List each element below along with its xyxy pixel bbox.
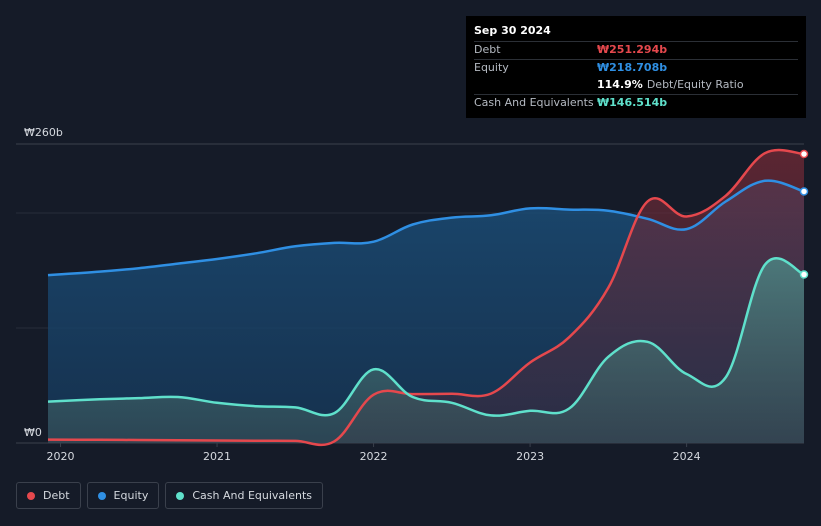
legend-label: Debt — [43, 489, 70, 502]
debt-line — [47, 148, 805, 447]
tooltip-row-ratio: 114.9% Debt/Equity Ratio — [474, 77, 798, 94]
cash-area — [48, 258, 804, 443]
legend-item-debt[interactable]: Debt — [16, 482, 81, 509]
tooltip-debt-value: ₩251.294b — [597, 43, 668, 56]
tooltip-row-cash: Cash And Equivalents ₩146.514b — [474, 94, 798, 112]
legend-label: Cash And Equivalents — [192, 489, 312, 502]
tooltip-cash-value: ₩146.514b — [597, 96, 668, 109]
legend-item-equity[interactable]: Equity — [86, 482, 160, 509]
x-tick-label: 2023 — [516, 450, 544, 463]
tooltip-date: Sep 30 2024 — [474, 24, 551, 37]
tooltip-ratio-value: 114.9% — [597, 78, 643, 91]
equity-endpoint — [799, 187, 809, 196]
y-tick-label: ₩0 — [24, 426, 42, 439]
tooltip-label — [474, 77, 597, 94]
debt-endpoint — [799, 149, 809, 159]
cash-line — [47, 256, 805, 417]
series-lines — [47, 148, 809, 447]
equity-dot-icon — [97, 491, 106, 500]
y-tick-label: ₩260b — [24, 126, 63, 139]
tooltip-panel: Sep 30 2024 Debt ₩251.294b Equity ₩218.7… — [466, 16, 806, 118]
tooltip-row-debt: Debt ₩251.294b — [474, 41, 798, 59]
tooltip-equity-value: ₩218.708b — [597, 61, 668, 74]
tooltip-label: Debt — [474, 43, 501, 56]
legend-label: Equity — [113, 489, 149, 502]
tooltip-row-equity: Equity ₩218.708b — [474, 59, 798, 77]
tooltip-ratio-label: Debt/Equity Ratio — [646, 78, 744, 91]
x-tick-label: 2022 — [360, 450, 388, 463]
axis-ticks: ₩260b ₩0 2020 2021 2022 2023 2024 — [24, 126, 701, 463]
tooltip-label: Equity — [474, 61, 509, 74]
legend-item-cash[interactable]: Cash And Equivalents — [165, 482, 323, 509]
cash-dot-icon — [176, 491, 185, 500]
series-areas — [48, 150, 804, 445]
equity-line — [47, 179, 805, 277]
x-tick-label: 2020 — [47, 450, 75, 463]
tooltip-label: Cash And Equivalents — [474, 96, 594, 109]
x-tick-label: 2021 — [203, 450, 231, 463]
cash-endpoint — [799, 270, 809, 279]
x-tick-label: 2024 — [673, 450, 701, 463]
legend: Debt Equity Cash And Equivalents — [16, 482, 323, 509]
debt-dot-icon — [27, 491, 35, 500]
